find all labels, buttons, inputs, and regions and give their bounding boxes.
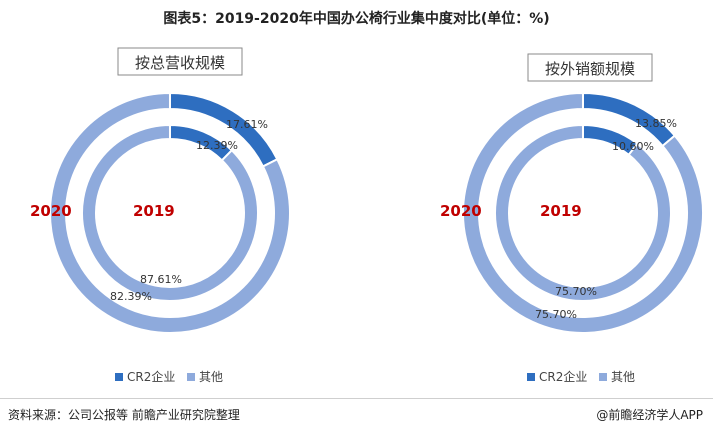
legend-label-other: 其他 xyxy=(199,370,223,384)
data-label-2020: 13.85% xyxy=(635,117,677,130)
legend-label-cr2: CR2企业 xyxy=(539,369,587,384)
data-label-2020: 82.39% xyxy=(110,290,152,303)
brand-credit-text: @前瞻经济学人APP xyxy=(596,408,703,422)
year-label-2019: 2019 xyxy=(540,202,582,220)
legend-swatch-cr2 xyxy=(115,373,123,381)
chart-subtitle: 按外销额规模 xyxy=(545,60,635,78)
ring-2019-other-slice xyxy=(81,123,259,302)
data-label-2020: 75.70% xyxy=(535,308,577,321)
chart-subtitle-box xyxy=(527,53,653,82)
year-label-2020: 2020 xyxy=(440,202,482,220)
data-label-2019: 87.61% xyxy=(140,273,182,286)
data-label-2019: 10.60% xyxy=(612,140,654,153)
legend-swatch-other xyxy=(599,373,607,381)
data-label-2020: 17.61% xyxy=(226,118,268,131)
footer-divider xyxy=(0,398,713,399)
legend-label-cr2: CR2企业 xyxy=(127,369,175,384)
data-label-2019: 12.39% xyxy=(196,139,238,152)
chart-subtitle: 按总营收规模 xyxy=(135,54,225,72)
year-label-2019: 2019 xyxy=(133,202,175,220)
year-label-2020: 2020 xyxy=(30,202,72,220)
chart-title: 图表5：2019-2020年中国办公椅行业集中度对比(单位：%) xyxy=(163,11,550,27)
legend-swatch-cr2 xyxy=(527,373,535,381)
legend-swatch-other xyxy=(187,373,195,381)
ring-2020-other-slice xyxy=(49,91,291,334)
data-label-2019: 75.70% xyxy=(555,285,597,298)
brand-credit: @前瞻经济学人APP xyxy=(596,406,703,423)
legend-label-other: 其他 xyxy=(611,370,635,384)
ring-2019-other-slice xyxy=(494,123,672,302)
source-note: 资料来源：公司公报等 前瞻产业研究院整理 xyxy=(8,408,240,422)
ring-2020-other-slice xyxy=(462,91,704,334)
chart-subtitle-box xyxy=(117,47,243,76)
